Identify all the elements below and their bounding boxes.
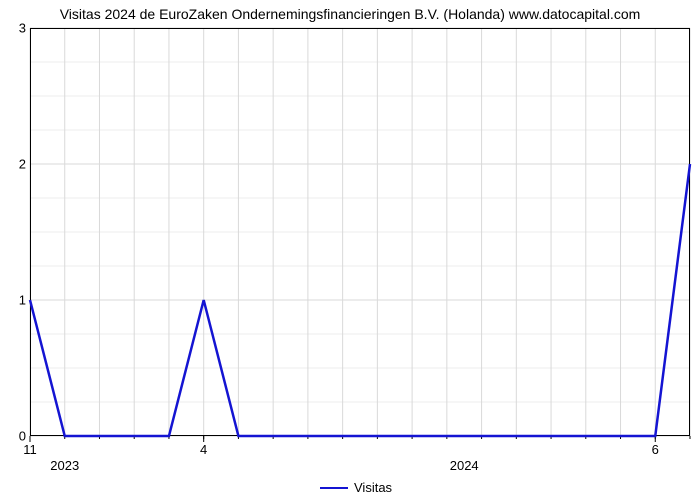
plot-area bbox=[30, 28, 690, 436]
x-tick-label: 6 bbox=[652, 442, 659, 457]
x-group-label: 2023 bbox=[50, 458, 79, 473]
chart-container: Visitas 2024 de EuroZaken Ondernemingsfi… bbox=[0, 0, 700, 500]
x-tick-label: 4 bbox=[200, 442, 207, 457]
x-tick-label: 11 bbox=[23, 442, 37, 457]
x-group-label: 2024 bbox=[450, 458, 479, 473]
plot-svg bbox=[30, 28, 690, 436]
y-tick-label: 2 bbox=[6, 157, 26, 172]
y-tick-label: 1 bbox=[6, 293, 26, 308]
legend-label: Visitas bbox=[354, 480, 392, 495]
chart-title: Visitas 2024 de EuroZaken Ondernemingsfi… bbox=[0, 6, 700, 22]
legend: Visitas bbox=[320, 480, 392, 495]
y-tick-label: 3 bbox=[6, 21, 26, 36]
legend-line-swatch bbox=[320, 487, 348, 489]
